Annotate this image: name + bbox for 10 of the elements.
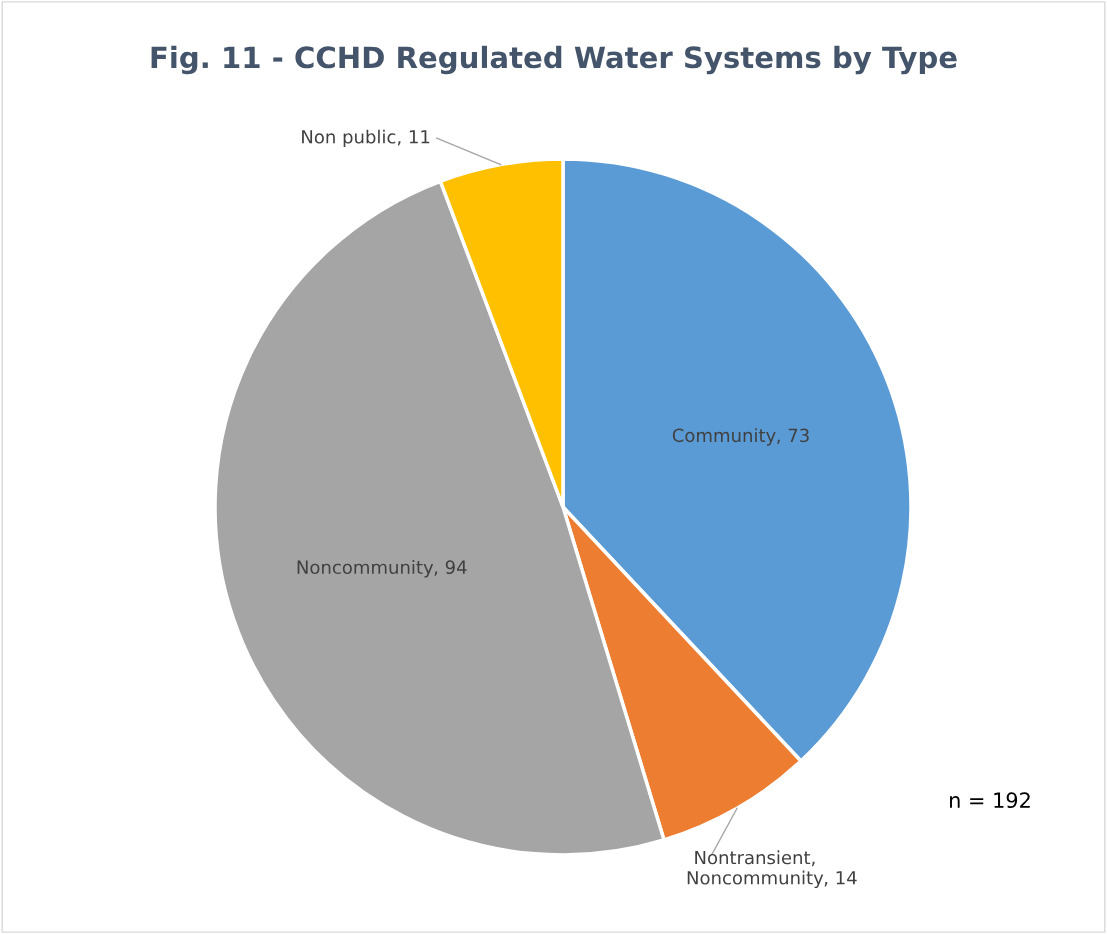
chart-title: Fig. 11 - CCHD Regulated Water Systems by Type [151, 45, 957, 75]
text: n = 192 [950, 792, 1030, 809]
slice-label: Nontransient, Noncommunity [687, 850, 824, 889]
data-label: , 94 [434, 560, 467, 576]
slice-label: Community [672, 428, 776, 446]
slice-label: Noncommunity [297, 560, 434, 578]
data-label: , 73 [777, 428, 809, 444]
slice-label: Non public [302, 129, 396, 148]
data-label: , 14 [824, 871, 857, 887]
data-label: , 11 [397, 130, 430, 146]
